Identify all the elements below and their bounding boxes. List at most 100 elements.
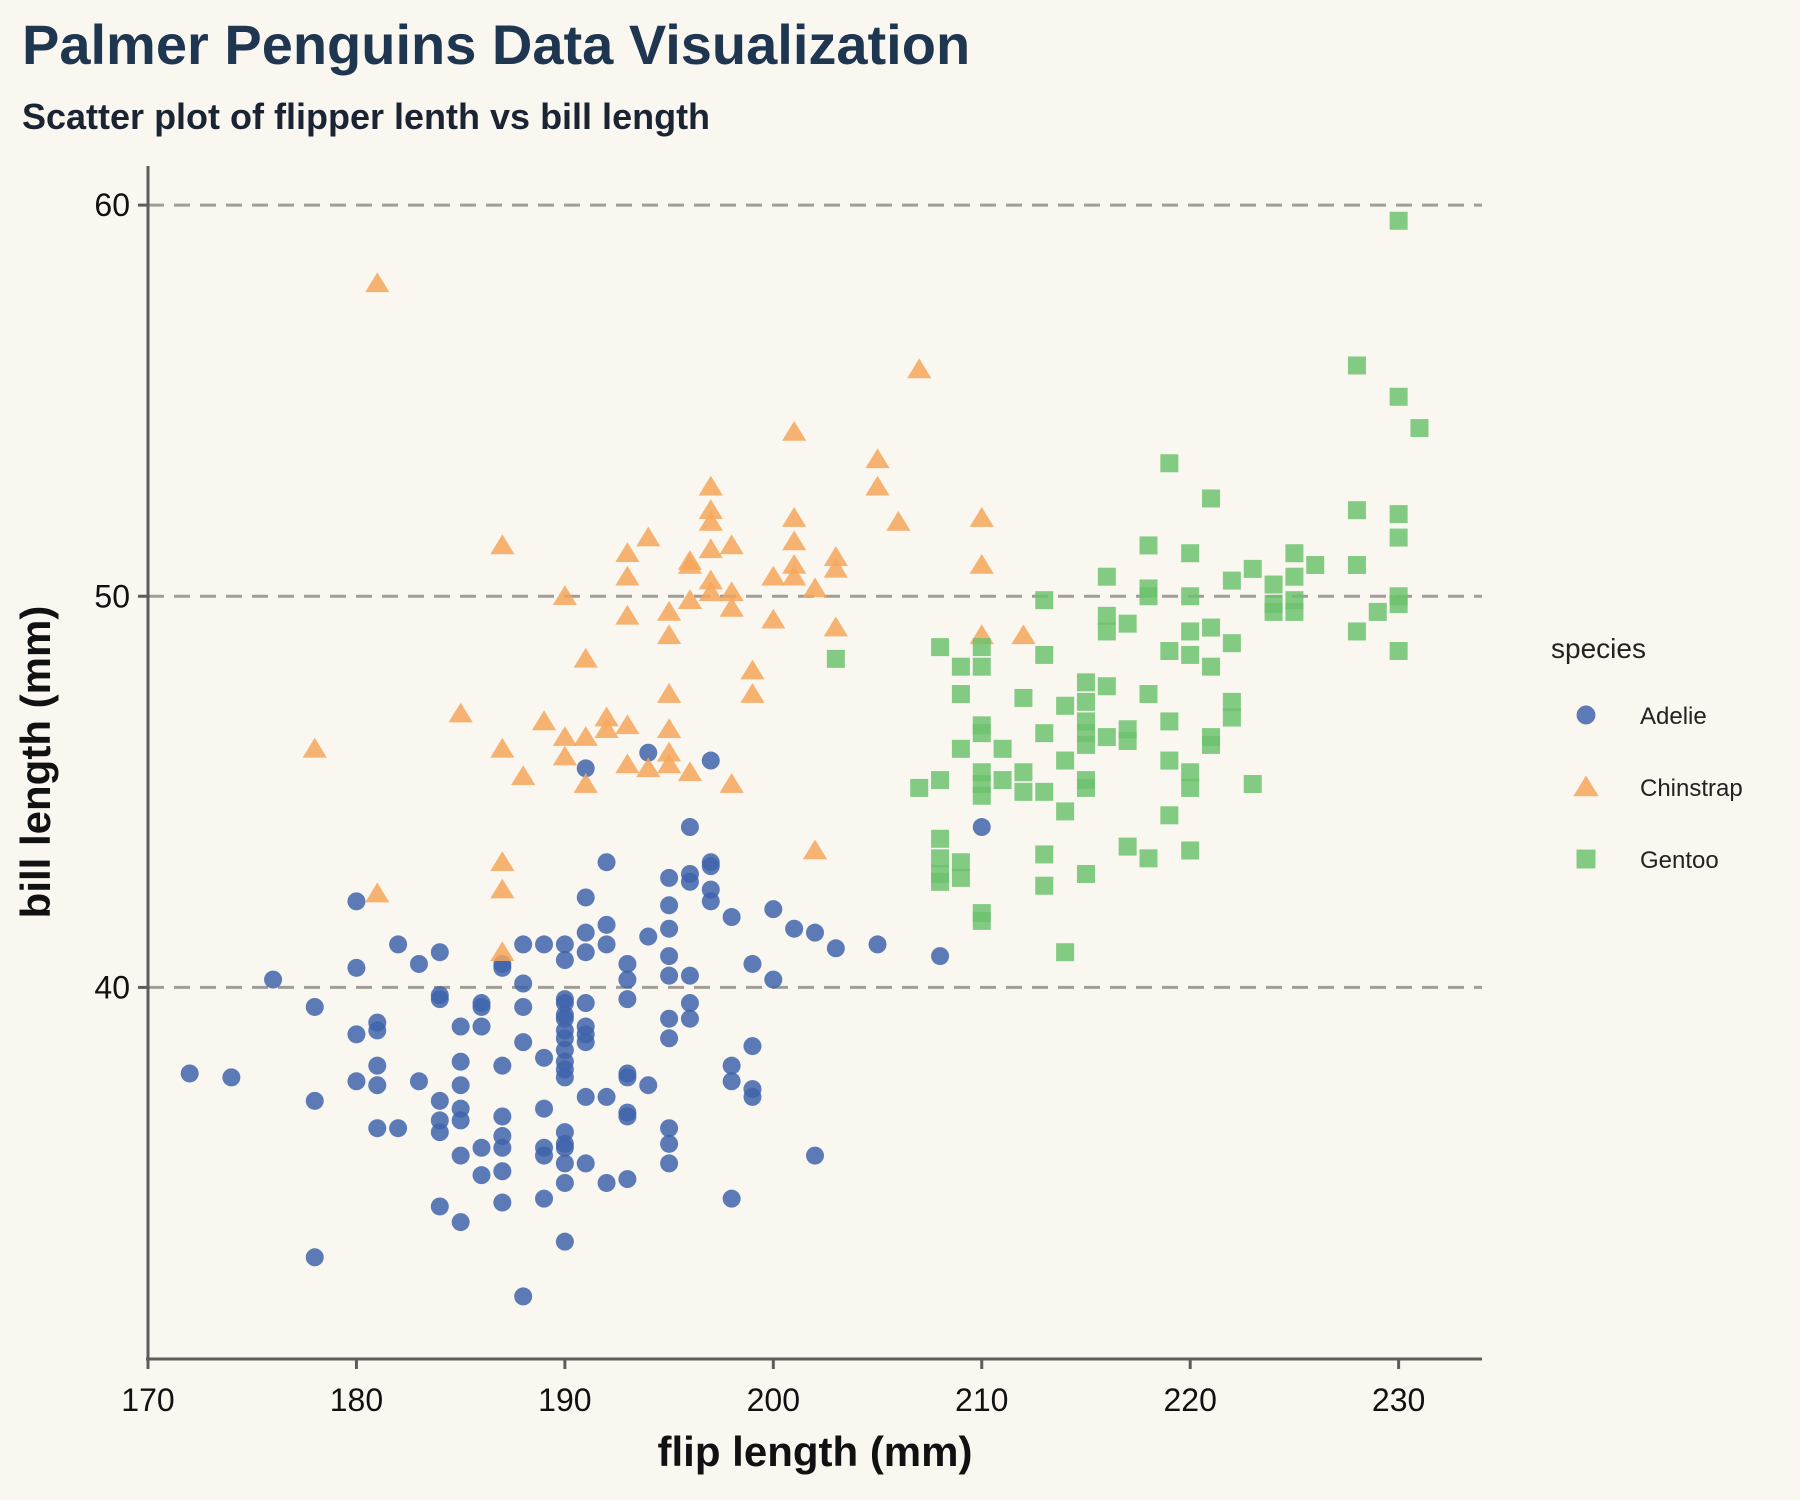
point-adelie xyxy=(472,997,491,1016)
point-adelie xyxy=(639,927,658,946)
point-gentoo xyxy=(826,649,845,668)
point-gentoo xyxy=(1035,724,1054,743)
point-gentoo xyxy=(1347,555,1366,574)
point-adelie xyxy=(430,1091,449,1110)
point-chinstrap xyxy=(698,499,723,520)
point-adelie xyxy=(409,1072,428,1091)
point-adelie xyxy=(931,947,950,966)
point-adelie xyxy=(660,919,679,938)
point-chinstrap xyxy=(719,773,744,793)
point-adelie xyxy=(722,1072,741,1091)
point-adelie xyxy=(660,1009,679,1028)
point-chinstrap xyxy=(615,542,640,563)
point-adelie xyxy=(430,1197,449,1216)
point-chinstrap xyxy=(656,600,682,621)
point-adelie xyxy=(493,1162,512,1181)
point-adelie xyxy=(472,1166,491,1185)
point-gentoo xyxy=(1222,692,1241,711)
point-adelie xyxy=(743,1037,762,1056)
point-gentoo xyxy=(931,771,950,790)
x-tick-label-210: 210 xyxy=(955,1382,1008,1418)
y-tick-label-60: 60 xyxy=(94,187,130,223)
x-tick-label-190: 190 xyxy=(538,1382,591,1418)
point-gentoo xyxy=(1202,657,1221,676)
point-adelie xyxy=(618,1068,637,1087)
point-chinstrap xyxy=(740,659,765,680)
point-gentoo xyxy=(1389,505,1408,524)
point-adelie xyxy=(514,997,533,1016)
point-gentoo xyxy=(931,872,950,891)
point-chinstrap xyxy=(823,557,848,578)
point-gentoo xyxy=(1202,489,1221,508)
point-adelie xyxy=(555,1154,574,1173)
point-adelie xyxy=(347,892,366,911)
point-chinstrap xyxy=(782,553,807,574)
point-adelie xyxy=(430,943,449,962)
point-chinstrap xyxy=(698,581,723,602)
point-adelie xyxy=(555,1068,574,1087)
point-gentoo xyxy=(1097,606,1116,625)
point-gentoo xyxy=(1118,731,1137,750)
series-adelie xyxy=(180,743,991,1306)
point-adelie xyxy=(743,954,762,973)
x-tick-label-170: 170 xyxy=(121,1382,174,1418)
point-adelie xyxy=(618,970,637,989)
point-adelie xyxy=(535,1146,554,1165)
point-gentoo xyxy=(1139,536,1158,555)
point-gentoo xyxy=(1389,387,1408,406)
point-adelie xyxy=(660,896,679,915)
legend-marker-adelie xyxy=(1576,705,1596,725)
legend-label-chinstrap: Chinstrap xyxy=(1640,775,1743,802)
tick-labels: 40 50 60 170 180 190 200 210 220 230 xyxy=(94,187,1425,1418)
point-adelie xyxy=(722,1056,741,1075)
point-adelie xyxy=(639,1076,658,1095)
point-gentoo xyxy=(972,638,991,657)
point-adelie xyxy=(660,868,679,887)
legend: species Adelie Chinstrap Gentoo xyxy=(1551,633,1743,874)
point-gentoo xyxy=(1410,419,1429,438)
point-gentoo xyxy=(1243,559,1262,578)
point-gentoo xyxy=(1181,763,1200,782)
gridlines xyxy=(148,203,1482,989)
point-adelie xyxy=(806,1146,824,1165)
point-adelie xyxy=(764,970,783,989)
point-chinstrap xyxy=(615,714,640,735)
point-gentoo xyxy=(1181,778,1200,797)
point-adelie xyxy=(472,1138,491,1157)
point-chinstrap xyxy=(823,616,848,637)
point-adelie xyxy=(660,1119,679,1138)
point-adelie xyxy=(618,1107,637,1126)
point-gentoo xyxy=(972,911,991,930)
point-adelie xyxy=(722,1189,741,1208)
point-adelie xyxy=(451,1076,470,1095)
point-chinstrap xyxy=(969,507,994,527)
point-chinstrap xyxy=(865,475,890,496)
point-adelie xyxy=(535,935,554,954)
point-gentoo xyxy=(1118,614,1137,633)
point-gentoo xyxy=(1181,645,1200,664)
point-chinstrap xyxy=(782,507,807,527)
point-chinstrap xyxy=(677,589,703,609)
point-adelie xyxy=(451,1146,470,1165)
point-chinstrap xyxy=(552,585,577,606)
point-gentoo xyxy=(1181,841,1200,860)
point-gentoo xyxy=(1285,544,1304,563)
point-chinstrap xyxy=(552,726,577,746)
point-gentoo xyxy=(1160,454,1179,473)
point-chinstrap xyxy=(782,530,807,551)
point-adelie xyxy=(576,888,595,907)
point-adelie xyxy=(868,935,887,954)
point-gentoo xyxy=(1097,622,1116,641)
legend-label-adelie: Adelie xyxy=(1640,703,1707,730)
point-chinstrap xyxy=(594,718,619,739)
point-adelie xyxy=(451,1111,470,1130)
point-chinstrap xyxy=(698,510,723,531)
point-adelie xyxy=(514,1033,533,1052)
point-gentoo xyxy=(1076,864,1095,883)
point-gentoo xyxy=(1139,849,1158,868)
point-adelie xyxy=(680,994,699,1013)
point-chinstrap xyxy=(656,741,682,762)
point-adelie xyxy=(597,915,616,934)
point-adelie xyxy=(618,954,637,973)
point-adelie xyxy=(597,1173,616,1192)
